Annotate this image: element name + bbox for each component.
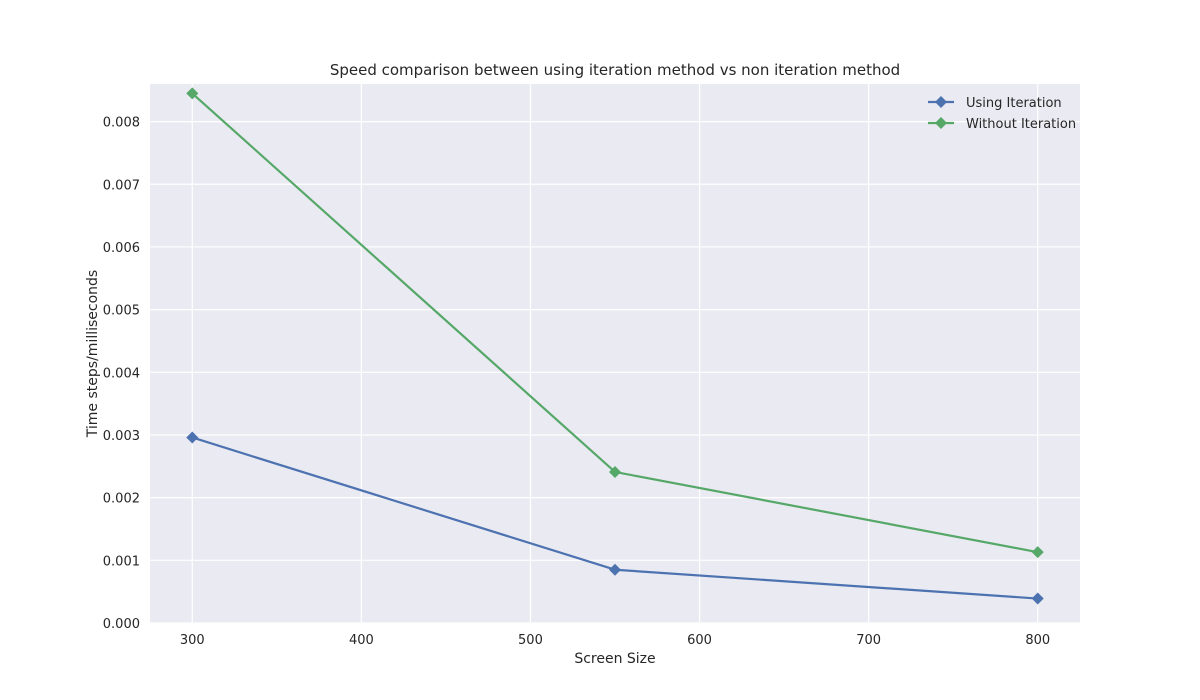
y-axis-label: Time steps/milliseconds — [85, 270, 101, 438]
y-tick-label: 0.008 — [103, 116, 140, 131]
x-axis-label: Screen Size — [574, 651, 655, 667]
y-tick-label: 0.004 — [103, 366, 140, 381]
data-point-marker — [1031, 546, 1044, 559]
x-tick-label: 700 — [856, 633, 881, 648]
series-without-iteration — [186, 87, 1044, 559]
y-tick-label: 0.005 — [103, 304, 140, 319]
data-point-marker — [186, 431, 199, 444]
x-tick-label: 300 — [180, 633, 205, 648]
x-tick-label: 400 — [349, 633, 374, 648]
legend: Using Iteration Without Iteration — [928, 96, 1076, 132]
data-point-marker — [609, 563, 621, 576]
legend-label: Using Iteration — [966, 96, 1062, 111]
series-using-iteration — [186, 431, 1044, 605]
grid-lines — [150, 84, 1080, 624]
legend-label: Without Iteration — [966, 117, 1076, 132]
data-point-marker — [186, 87, 199, 100]
plot-area — [150, 84, 1080, 623]
legend-marker — [935, 96, 947, 108]
series-layer — [186, 87, 1044, 605]
data-point-marker — [609, 465, 621, 478]
x-tick-label: 600 — [687, 633, 712, 648]
legend-marker — [935, 117, 947, 129]
axis-ticks: 300 400 500 600 700 800 0.000 0.001 0.002 0.003 0.… — [103, 116, 1050, 648]
y-tick-label: 0.002 — [103, 492, 140, 507]
y-tick-label: 0.000 — [103, 617, 140, 632]
y-tick-label: 0.006 — [103, 241, 140, 256]
data-point-marker — [1031, 592, 1044, 605]
legend-item: Without Iteration — [928, 117, 1076, 132]
y-tick-label: 0.003 — [103, 429, 140, 444]
x-tick-label: 800 — [1025, 633, 1050, 648]
chart-title: Speed comparison between using iteration… — [330, 61, 900, 79]
y-tick-label: 0.001 — [103, 554, 140, 569]
x-tick-label: 500 — [518, 633, 543, 648]
legend-item: Using Iteration — [928, 96, 1062, 111]
y-tick-label: 0.007 — [103, 178, 140, 193]
